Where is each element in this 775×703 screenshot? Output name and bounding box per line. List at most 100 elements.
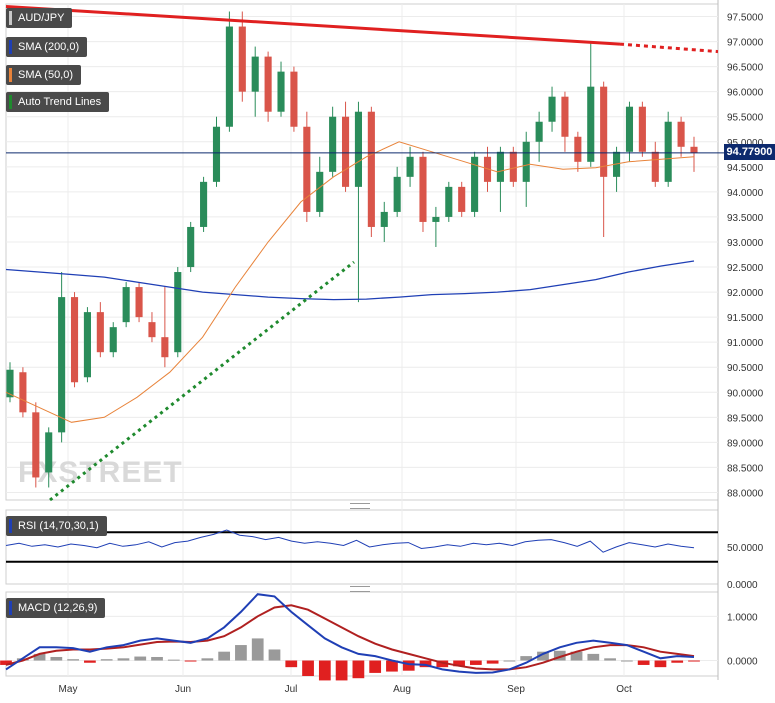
legend-rsi[interactable]: RSI (14,70,30,1)	[6, 516, 107, 536]
candle-body	[45, 432, 53, 473]
candle	[225, 11, 233, 132]
legend-sma50[interactable]: SMA (50,0)	[6, 65, 82, 85]
legend-symbol[interactable]: AUD/JPY	[6, 8, 73, 28]
legend-trendlines[interactable]: Auto Trend Lines	[6, 92, 110, 112]
price-tick-label: 89.5000	[727, 413, 764, 424]
price-tick-label: 90.5000	[727, 363, 764, 374]
candle	[96, 302, 104, 358]
candle	[600, 81, 608, 237]
x-axis-month-label: Jul	[285, 684, 298, 695]
candle	[419, 151, 427, 232]
candle-body	[625, 106, 634, 152]
candle-body	[393, 176, 401, 212]
macd-histogram-bar	[302, 660, 314, 676]
candle	[161, 287, 169, 368]
x-axis-month-label: Sep	[507, 684, 525, 695]
macd-histogram-bar	[369, 660, 382, 673]
macd-histogram-bar	[402, 660, 415, 671]
macd-pane-resize-handle[interactable]	[350, 586, 370, 592]
candle-body	[238, 26, 246, 92]
price-tick-label: 91.0000	[727, 338, 764, 349]
candle-body	[6, 369, 14, 398]
candle	[303, 111, 311, 222]
candle-body	[651, 151, 659, 182]
candle	[690, 136, 698, 172]
candle-body	[58, 297, 66, 433]
candle-body	[32, 412, 40, 478]
candle-body	[406, 156, 414, 177]
legend-macd[interactable]: MACD (12,26,9)	[6, 598, 106, 618]
macd-histogram-bar	[453, 660, 465, 667]
macd-histogram-bar	[537, 651, 549, 661]
candle	[251, 46, 259, 117]
macd-tick-label: 0.0000	[727, 657, 758, 668]
macd-histogram-bar	[587, 653, 600, 661]
macd-histogram-bar	[671, 660, 684, 663]
macd-signal-line	[5, 604, 695, 671]
candle-body	[329, 116, 337, 172]
macd-histogram-bar	[184, 660, 197, 662]
candle-body	[509, 151, 517, 182]
candle-body	[251, 56, 259, 92]
candle-body	[638, 106, 646, 152]
macd-histogram-bar	[117, 658, 130, 661]
candle	[638, 101, 646, 157]
candle	[277, 61, 285, 117]
price-tick-label: 90.0000	[727, 388, 764, 399]
price-tick-label: 88.0000	[727, 488, 764, 499]
macd-histogram-bar	[134, 656, 147, 661]
rsi-line	[5, 529, 695, 553]
candle	[354, 101, 363, 303]
macd-histogram-bar	[167, 659, 180, 661]
candle	[535, 111, 543, 162]
macd-histogram-bar	[235, 645, 247, 661]
candle-body	[83, 312, 91, 378]
x-axis-month-label: Aug	[393, 684, 411, 695]
legend-sma200-swatch	[9, 40, 12, 54]
rsi-tick-label: 50.0000	[727, 543, 764, 554]
candle-body	[96, 312, 104, 353]
candle	[406, 146, 414, 187]
legend-macd-label: MACD (12,26,9)	[18, 602, 98, 614]
x-axis-month-label: Oct	[616, 684, 632, 695]
candle-body	[161, 337, 169, 358]
candle	[45, 427, 53, 488]
macd-histogram-bar	[151, 656, 163, 661]
candle	[625, 101, 634, 162]
price-tick-label: 95.0000	[727, 138, 764, 149]
price-tick-label: 95.5000	[727, 113, 764, 124]
candle	[432, 206, 440, 247]
rsi-pane-resize-handle[interactable]	[350, 503, 370, 509]
macd-histogram-bar	[386, 660, 398, 672]
x-axis-month-label: May	[59, 684, 78, 695]
candle-body	[677, 121, 685, 147]
legend-symbol-label: AUD/JPY	[18, 12, 65, 24]
candle-body	[200, 181, 208, 227]
sma200-line	[5, 260, 695, 301]
candle	[83, 307, 91, 383]
candle-body	[548, 96, 556, 122]
legend-sma200-label: SMA (200,0)	[18, 41, 80, 53]
price-tick-label: 92.0000	[727, 288, 764, 299]
candle	[445, 181, 453, 222]
candle-body	[264, 56, 272, 112]
candle	[32, 402, 40, 488]
candle	[561, 91, 569, 152]
legend-rsi-label: RSI (14,70,30,1)	[18, 520, 99, 532]
candle-body	[535, 121, 543, 142]
legend-sma200[interactable]: SMA (200,0)	[6, 37, 88, 57]
candle	[677, 116, 685, 157]
candle-body	[496, 151, 504, 182]
sma50-line	[5, 141, 695, 423]
macd-histogram-bar	[436, 660, 449, 668]
candle	[200, 176, 208, 232]
candle-body	[316, 171, 324, 212]
candle-body	[690, 146, 698, 153]
candle-body	[174, 272, 182, 353]
price-tick-label: 97.5000	[727, 13, 764, 24]
candle-body	[561, 96, 569, 137]
candle-body	[664, 121, 672, 182]
candle	[122, 282, 130, 328]
